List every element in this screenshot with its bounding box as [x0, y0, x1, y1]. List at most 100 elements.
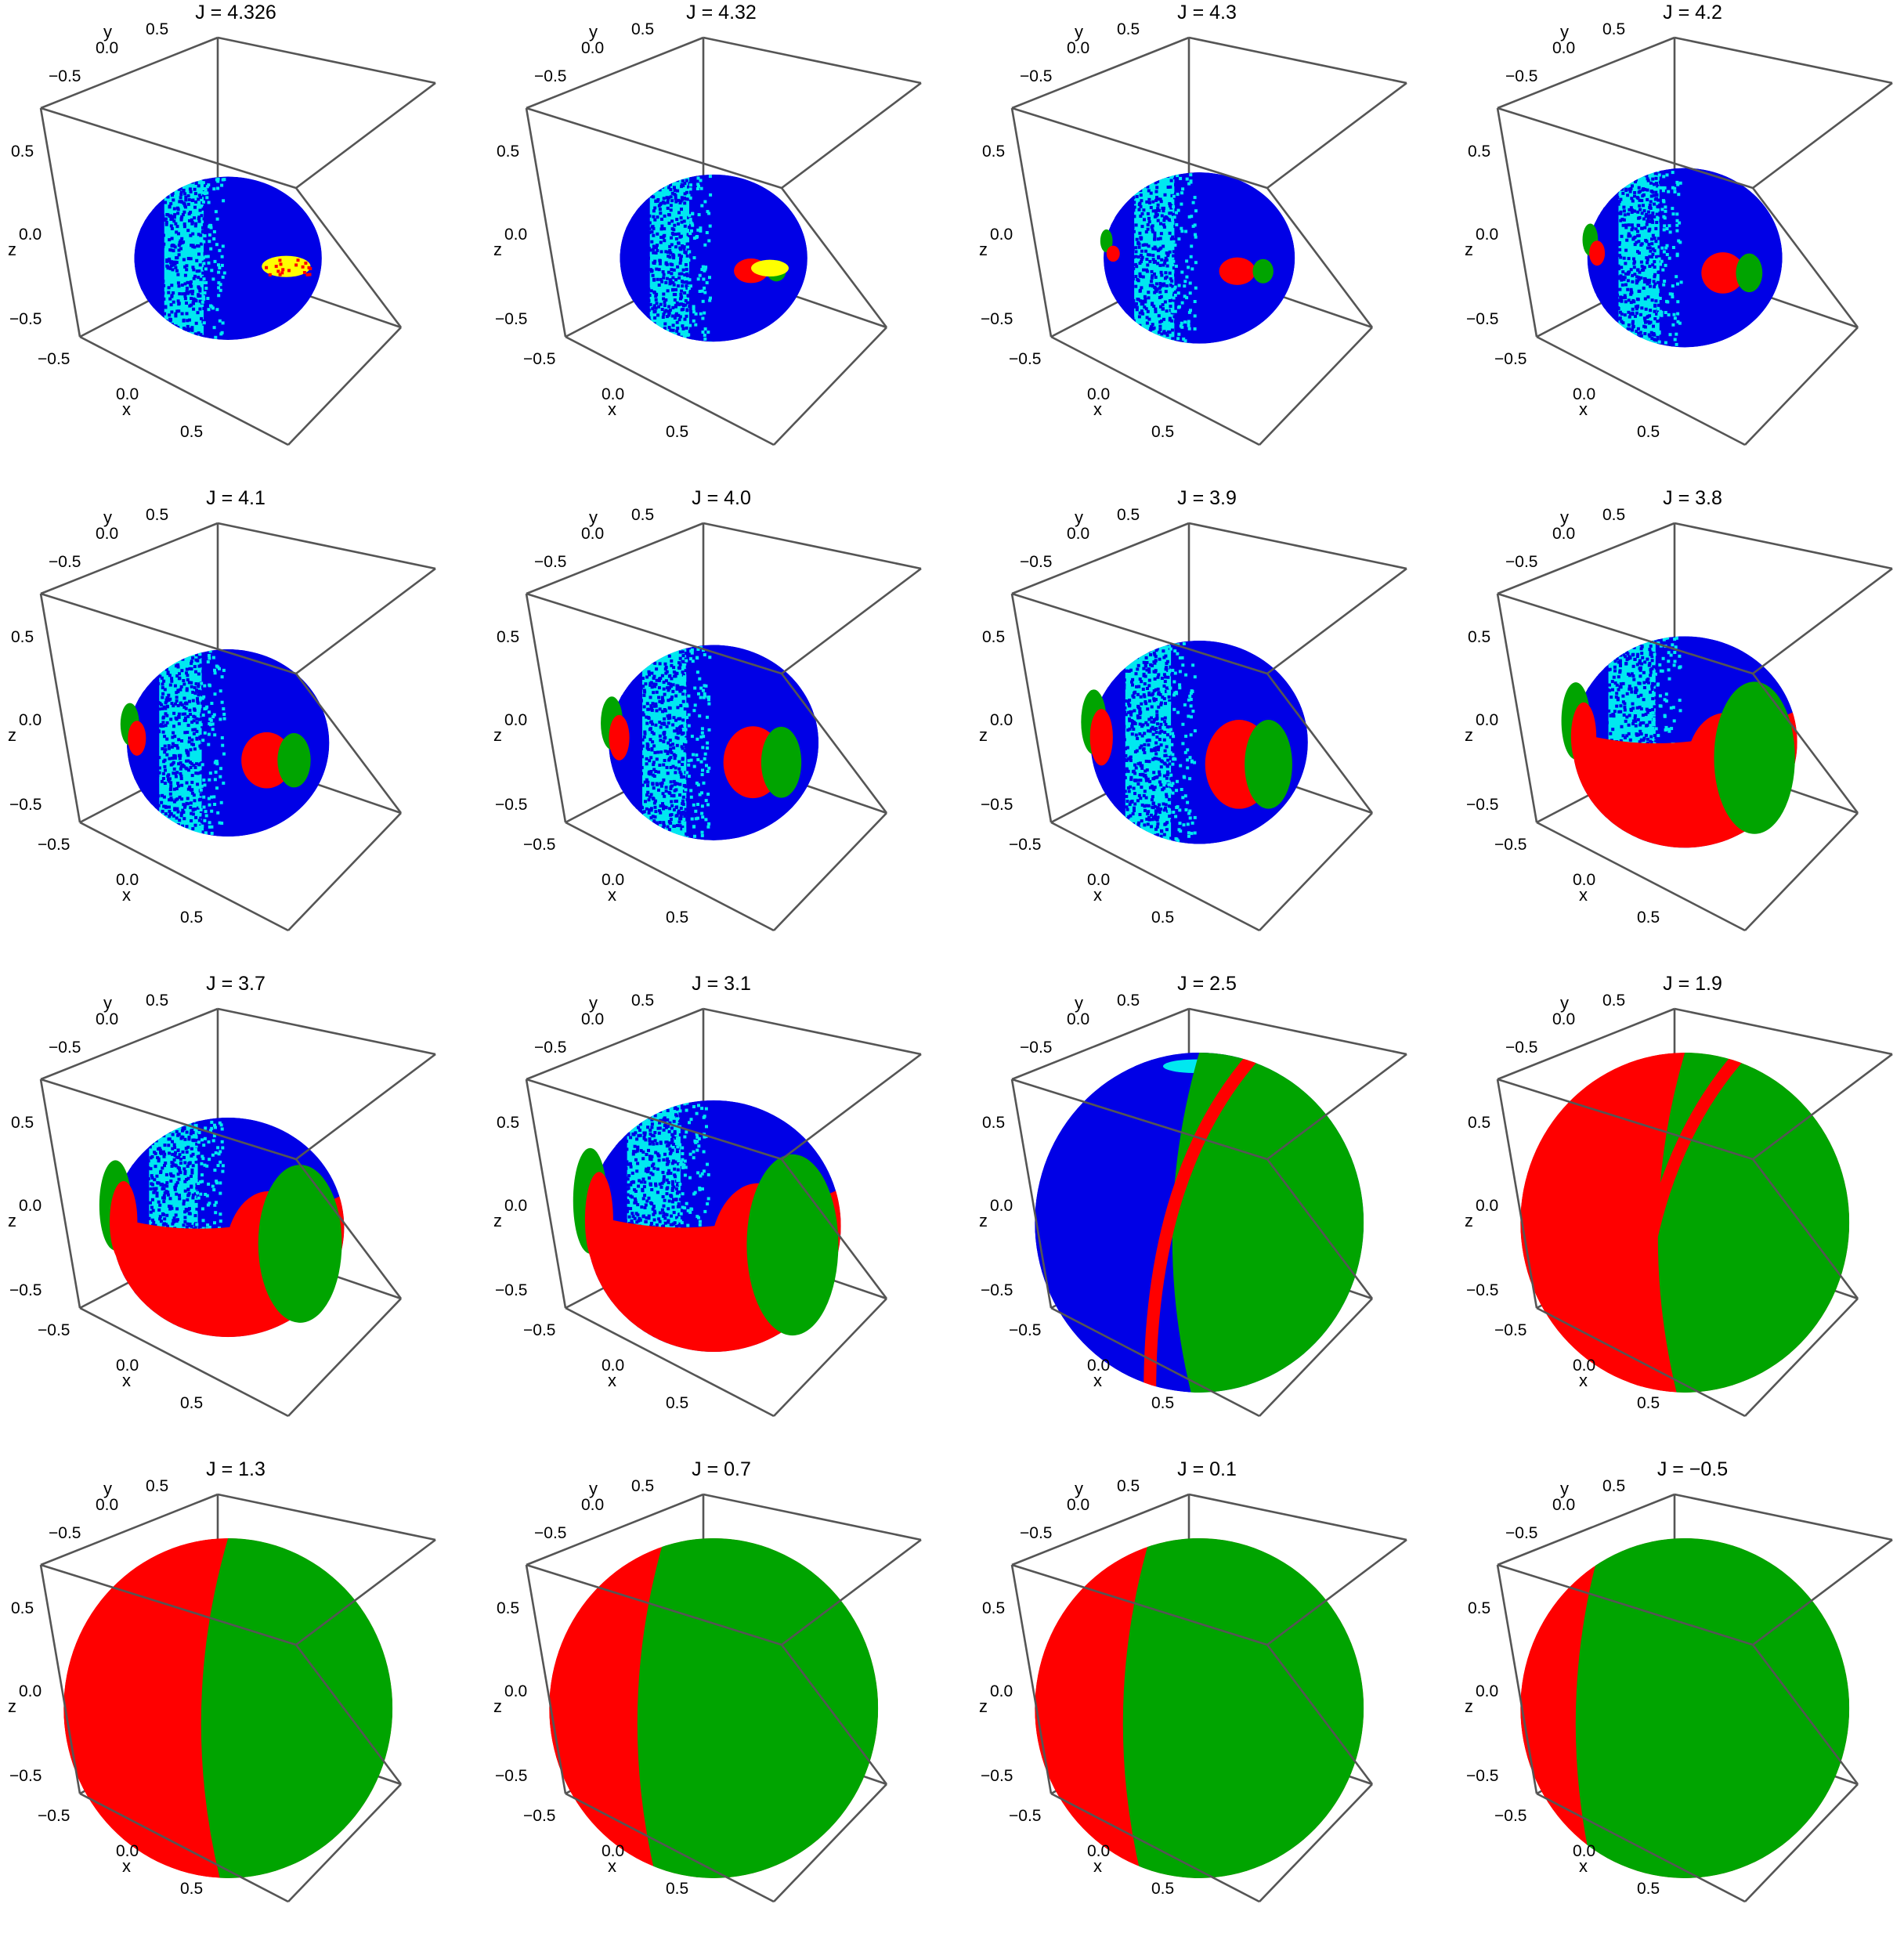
speckle-mark	[1112, 833, 1115, 836]
speckle-mark	[1136, 174, 1139, 177]
speckle-mark	[1155, 735, 1158, 739]
speckle-mark	[1117, 290, 1120, 293]
speckle-mark	[1650, 237, 1653, 240]
speckle-mark	[1099, 824, 1102, 827]
speckle-mark	[1671, 207, 1674, 210]
speckle-mark	[182, 803, 185, 806]
speckle-mark	[1109, 811, 1112, 814]
speckle-mark	[144, 320, 147, 323]
speckle-mark	[1640, 199, 1643, 202]
speckle-mark	[151, 718, 154, 721]
speckle-mark	[707, 703, 710, 706]
speckle-mark	[703, 291, 706, 294]
speckle-mark	[169, 717, 172, 721]
speckle-mark	[1154, 181, 1158, 184]
z-tick-label: 0.5	[497, 143, 519, 161]
speckle-mark	[146, 728, 150, 731]
speckle-mark	[684, 318, 687, 321]
speckle-mark	[1637, 224, 1640, 227]
speckle-mark	[1631, 280, 1634, 284]
speckle-mark	[1596, 195, 1599, 198]
speckle-mark	[626, 212, 629, 215]
speckle-mark	[645, 793, 649, 797]
speckle-mark	[1150, 206, 1153, 209]
speckle-mark	[662, 276, 665, 280]
box-edge-front	[1498, 108, 1753, 188]
speckle-mark	[140, 180, 143, 183]
speckle-mark	[1631, 237, 1635, 240]
speckle-mark	[158, 210, 161, 213]
speckle-mark	[166, 705, 169, 708]
basin-body	[601, 645, 818, 843]
z-tick-label: 0.0	[19, 226, 42, 244]
speckle-mark	[698, 677, 701, 681]
speckle-mark	[154, 225, 157, 228]
speckle-mark	[1613, 186, 1617, 190]
speckle-mark	[1143, 794, 1146, 797]
speckle-mark	[645, 200, 649, 203]
speckle-mark	[137, 707, 140, 710]
speckle-mark	[666, 686, 669, 689]
basin-body	[1100, 172, 1295, 346]
speckle-mark	[1157, 204, 1160, 207]
speckle-mark	[620, 804, 623, 808]
speckle-mark	[1646, 279, 1649, 282]
speckle-mark	[662, 298, 665, 301]
speckle-mark	[668, 717, 671, 720]
speckle-mark	[685, 740, 688, 743]
speckle-mark	[1157, 706, 1160, 709]
speckle-mark	[1112, 330, 1115, 333]
speckle-mark	[1139, 844, 1142, 847]
speckle-mark	[633, 654, 636, 657]
speckle-mark	[1606, 319, 1609, 322]
speckle-mark	[154, 246, 157, 249]
speckle-mark	[665, 262, 668, 266]
speckle-mark	[1172, 240, 1176, 244]
speckle-mark	[164, 201, 167, 204]
speckle-mark	[1654, 227, 1657, 230]
speckle-mark	[633, 305, 636, 308]
speckle-mark	[1138, 315, 1141, 318]
speckle-mark	[1143, 789, 1147, 793]
speckle-mark	[708, 299, 711, 302]
speckle-mark	[629, 664, 632, 667]
speckle-mark	[696, 670, 699, 674]
speckle-mark	[627, 667, 630, 670]
speckle-mark	[1178, 284, 1181, 287]
speckle-mark	[675, 237, 678, 240]
speckle-mark	[1133, 691, 1136, 694]
speckle-mark	[633, 743, 636, 746]
speckle-mark	[635, 237, 638, 240]
speckle-mark	[192, 699, 195, 703]
speckle-mark	[161, 707, 164, 710]
speckle-mark	[142, 768, 145, 771]
speckle-mark	[631, 770, 634, 773]
z-tick-label: 0.0	[504, 711, 527, 729]
speckle-mark	[146, 808, 150, 811]
speckle-mark	[1145, 258, 1148, 261]
speckle-mark	[201, 664, 204, 667]
speckle-mark	[178, 292, 181, 295]
speckle-mark	[144, 201, 147, 204]
speckle-mark	[649, 328, 652, 331]
speckle-mark	[135, 786, 139, 789]
speckle-mark	[707, 822, 710, 826]
box-edge-back	[1189, 38, 1407, 83]
speckle-mark	[1109, 822, 1112, 825]
speckle-mark	[1180, 322, 1183, 325]
speckle-mark	[634, 713, 637, 716]
speckle-mark	[193, 338, 197, 341]
speckle-mark	[1140, 819, 1143, 822]
speckle-mark	[659, 208, 662, 211]
speckle-mark	[654, 806, 657, 809]
speckle-mark	[1117, 825, 1120, 828]
speckle-mark	[703, 692, 706, 696]
speckle-mark	[1114, 198, 1117, 201]
speckle-mark	[1648, 322, 1651, 325]
speckle-mark	[1118, 795, 1122, 798]
speckle-mark	[1163, 833, 1166, 836]
speckle-mark	[1148, 254, 1151, 257]
speckle-mark	[1160, 835, 1163, 838]
speckle-mark	[641, 262, 645, 265]
speckle-mark	[629, 180, 632, 183]
